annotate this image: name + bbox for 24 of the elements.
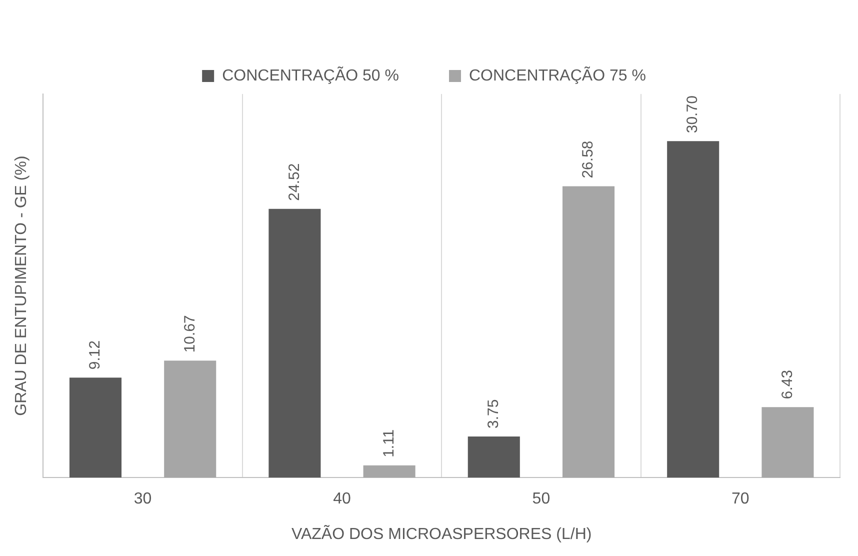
data-label: 3.75 xyxy=(485,399,502,428)
bar xyxy=(164,360,216,478)
data-label: 9.12 xyxy=(86,340,104,370)
bar xyxy=(562,186,615,478)
x-tick-label: 50 xyxy=(532,490,550,508)
bar xyxy=(762,407,814,478)
data-label: 1.11 xyxy=(380,429,398,458)
data-label: 6.43 xyxy=(778,370,796,400)
data-label: 30.70 xyxy=(684,96,702,134)
x-tick-label: 70 xyxy=(732,490,750,508)
x-axis-title: VAZÃO DOS MICROASPERSORES (L/H) xyxy=(292,524,592,543)
data-label: 26.58 xyxy=(580,140,597,178)
data-label: 24.52 xyxy=(286,163,303,201)
data-label: 10.67 xyxy=(181,315,198,353)
y-axis-title: GRAU DE ENTUPIMENTO - GE (%) xyxy=(13,156,30,416)
bar xyxy=(363,465,416,478)
legend-label: CONCENTRAÇÃO 50 % xyxy=(222,65,399,84)
bar xyxy=(268,208,321,478)
bar xyxy=(69,378,122,478)
bar xyxy=(468,436,520,478)
x-tick-label: 40 xyxy=(333,490,351,508)
bar xyxy=(667,141,720,478)
legend-label: CONCENTRAÇÃO 75 % xyxy=(469,65,646,84)
x-tick-label: 30 xyxy=(134,490,152,508)
